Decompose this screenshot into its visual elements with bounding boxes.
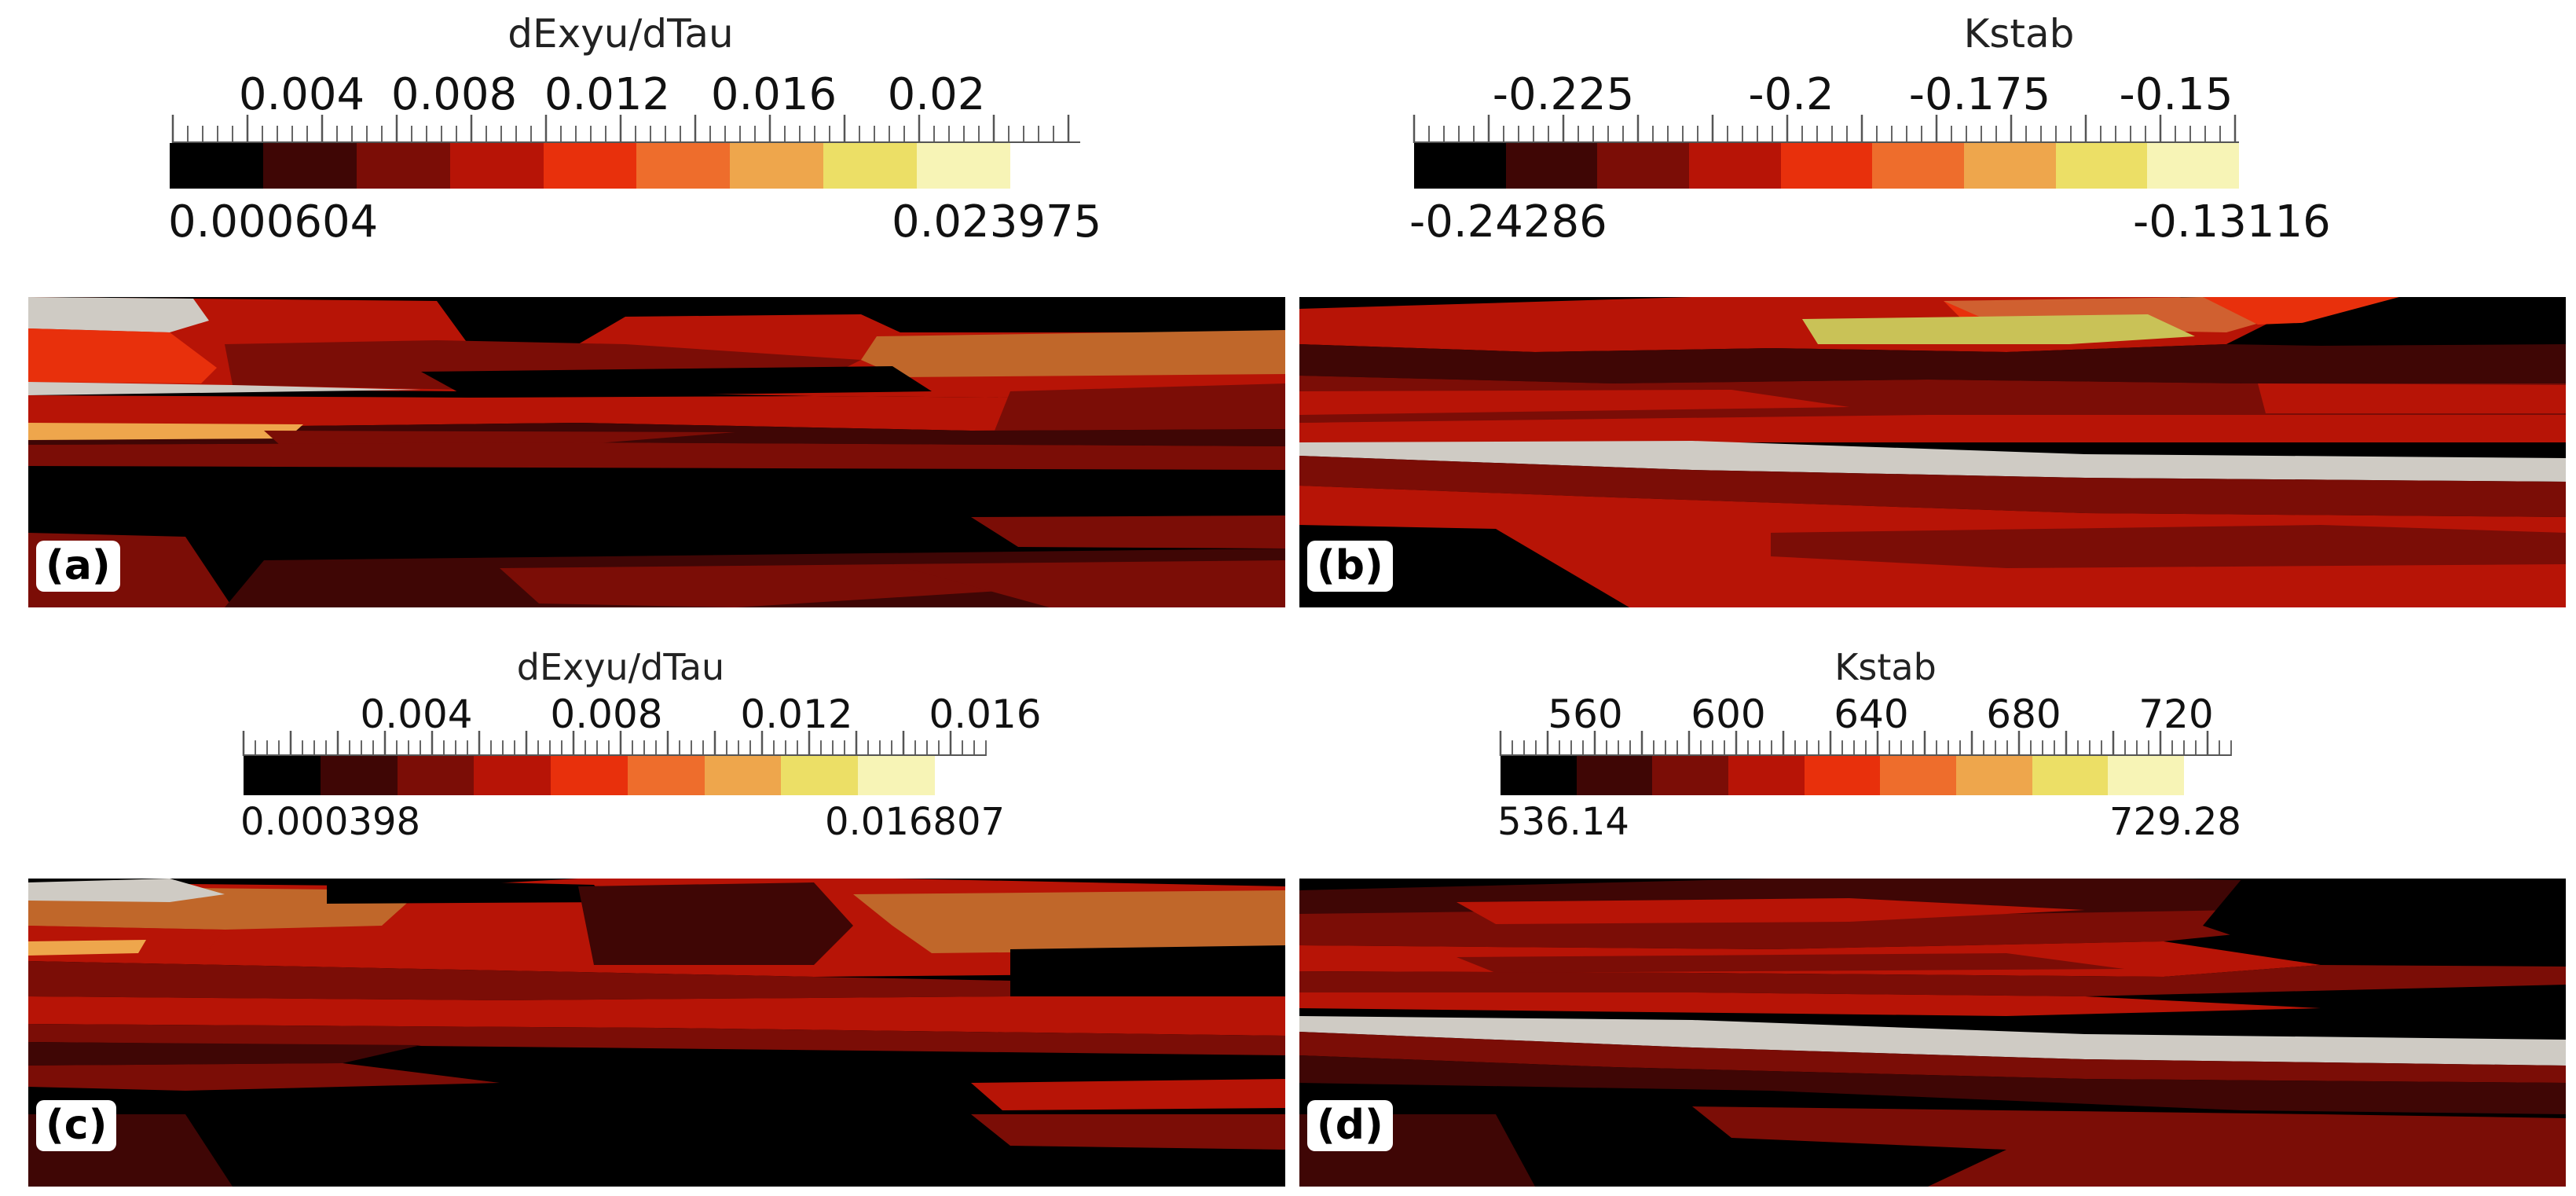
colorbar-segment [262, 143, 357, 189]
colorbar-segment [449, 143, 544, 189]
colorbar-segment [730, 143, 824, 189]
colorbar-segment [704, 756, 782, 795]
colorbar-segment [1501, 756, 1577, 795]
colorbar-segment [2108, 756, 2185, 795]
colorbar-c [244, 756, 936, 795]
colorbar-a-tick-5: 0.02 [887, 69, 986, 120]
panel-label-c: (c) [36, 1100, 117, 1151]
field-plot-d [1299, 879, 2566, 1187]
colorbar-title-d: Kstab [1834, 646, 1937, 688]
colorbar-a-tick-1: 0.004 [238, 69, 365, 120]
colorbar-d-tick-1: 560 [1548, 692, 1623, 737]
colorbar-segment [1964, 143, 2056, 189]
colorbar-b-tick-3: -0.175 [1908, 69, 2051, 120]
colorbar-a-tick-2: 0.008 [390, 69, 518, 120]
colorbar-segment [1780, 143, 1873, 189]
colorbar-c-tick-2: 0.008 [550, 692, 663, 737]
colorbar-segment [1872, 143, 1965, 189]
colorbar-d-tick-2: 600 [1691, 692, 1766, 737]
colorbar-segment [551, 756, 628, 795]
colorbar-title-a: dExyu/dTau [508, 11, 734, 57]
colorbar-a-tick-4: 0.016 [710, 69, 837, 120]
colorbar-b-max-label: -0.13116 [2133, 196, 2331, 248]
colorbar-c-min-label: 0.000398 [240, 800, 421, 844]
colorbar-title-c: dExyu/dTau [516, 646, 725, 688]
panel-label-a: (a) [36, 541, 120, 592]
colorbar-segment [2055, 143, 2148, 189]
colorbar-b-ruler [1413, 115, 2239, 143]
panel-label-d: (d) [1307, 1100, 1393, 1151]
colorbar-c-max-label: 0.016807 [825, 800, 1006, 844]
colorbar-d-tick-4: 680 [1986, 692, 2061, 737]
colorbar-segment [2147, 143, 2240, 189]
colorbar-segment [781, 756, 859, 795]
colorbar-segment [1956, 756, 2032, 795]
colorbar-segment [1652, 756, 1729, 795]
colorbar-c-tick-4: 0.016 [929, 692, 1042, 737]
colorbar-segment [917, 143, 1011, 189]
colorbar-a-max-label: 0.023975 [892, 196, 1102, 248]
colorbar-d [1501, 756, 2185, 795]
colorbar-d-ruler [1499, 731, 2232, 756]
colorbar-a-tick-3: 0.012 [544, 69, 671, 120]
colorbar-segment [1804, 756, 1881, 795]
colorbar-b-min-label: -0.24286 [1409, 196, 1607, 248]
colorbar-segment [1505, 143, 1598, 189]
colorbar-segment [636, 143, 731, 189]
colorbar-segment [320, 756, 398, 795]
colorbar-segment [397, 756, 475, 795]
colorbar-d-max-label: 729.28 [2109, 800, 2241, 844]
colorbar-segment [1728, 756, 1805, 795]
colorbar-a [170, 143, 1011, 189]
colorbar-segment [1576, 756, 1653, 795]
colorbar-b-tick-4: -0.15 [2119, 69, 2233, 120]
colorbar-c-ruler [242, 731, 987, 756]
colorbar-b-tick-2: -0.2 [1748, 69, 1834, 120]
colorbar-segment [858, 756, 936, 795]
panel-label-b: (b) [1307, 541, 1393, 592]
colorbar-b [1414, 143, 2240, 189]
colorbar-segment [244, 756, 321, 795]
colorbar-segment [823, 143, 918, 189]
colorbar-segment [474, 756, 551, 795]
colorbar-b-tick-1: -0.225 [1492, 69, 1635, 120]
field-plot-c [28, 879, 1285, 1187]
colorbar-segment [1689, 143, 1781, 189]
field-plot-a [28, 297, 1285, 607]
colorbar-segment [170, 143, 263, 189]
colorbar-segment [356, 143, 450, 189]
colorbar-segment [543, 143, 637, 189]
colorbar-segment [2032, 756, 2109, 795]
colorbar-segment [1414, 143, 1506, 189]
colorbar-title-b: Kstab [1963, 11, 2075, 57]
colorbar-segment [627, 756, 705, 795]
colorbar-d-min-label: 536.14 [1497, 800, 1629, 844]
colorbar-segment [1880, 756, 1957, 795]
colorbar-d-tick-5: 720 [2138, 692, 2214, 737]
colorbar-segment [1597, 143, 1690, 189]
colorbar-a-ruler [171, 115, 1080, 143]
colorbar-c-tick-1: 0.004 [360, 692, 473, 737]
colorbar-a-min-label: 0.000604 [168, 196, 379, 248]
colorbar-c-tick-3: 0.012 [740, 692, 853, 737]
field-plot-b [1299, 297, 2566, 607]
colorbar-d-tick-3: 640 [1834, 692, 1909, 737]
